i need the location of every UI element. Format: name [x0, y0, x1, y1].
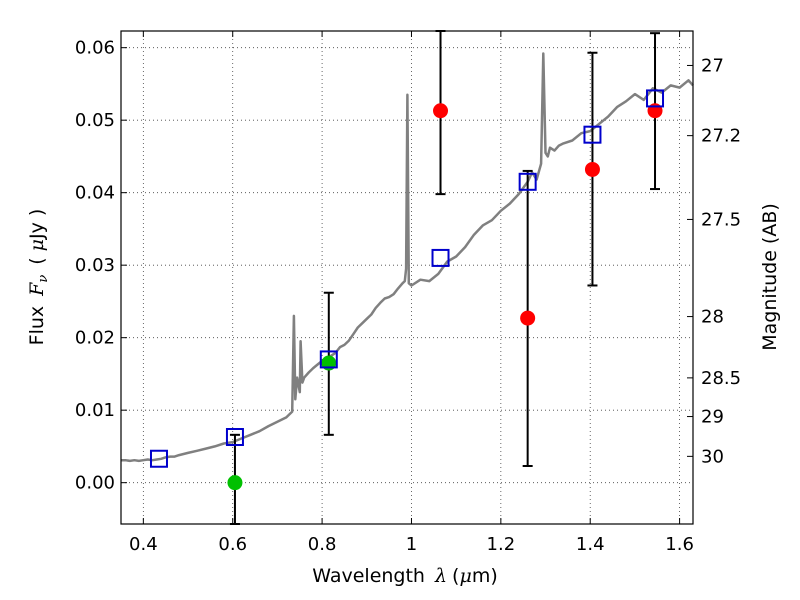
x-tick-label: 1.6 — [665, 534, 694, 555]
magnitude-tick-label: 28 — [701, 307, 724, 328]
model-point — [583, 125, 602, 144]
magnitude-tick-label: 27.2 — [701, 126, 741, 147]
magnitude-axis: 27 27.2 27.5 28 28.5 29 30 — [687, 55, 741, 467]
upper-limit-point — [227, 475, 243, 491]
detection-point — [520, 310, 536, 326]
marker-layer — [149, 89, 665, 491]
magnitude-tick-label: 27.5 — [701, 209, 741, 230]
spectrum-layer — [121, 52, 694, 463]
model-point — [319, 350, 338, 369]
y-axis: 0.00 0.01 0.02 0.03 0.04 0.05 0.06 — [75, 38, 127, 494]
model-point — [149, 449, 168, 468]
model-point — [431, 248, 450, 267]
model-point — [225, 428, 244, 446]
y-tick-label: 0.04 — [75, 183, 115, 204]
grid — [121, 31, 693, 524]
y-tick-label: 0.06 — [75, 38, 115, 59]
x-axis-title-text: Wavelength — [312, 565, 425, 587]
x-tick-label: 1 — [406, 534, 417, 555]
y-tick-label: 0.00 — [75, 473, 115, 494]
x-tick-label: 0.8 — [308, 534, 337, 555]
x-tick-label: 1.4 — [576, 534, 605, 555]
magnitude-tick-label: 28.5 — [701, 368, 741, 389]
y-tick-label: 0.02 — [75, 328, 115, 349]
x-tick-label: 1.2 — [487, 534, 516, 555]
y-tick-label: 0.01 — [75, 400, 115, 421]
magnitude-axis-title: Magnitude (AB) — [759, 203, 781, 351]
model-point — [518, 172, 537, 191]
magnitude-tick-label: 29 — [701, 407, 724, 428]
plot-frame — [120, 30, 694, 525]
x-axis-title: Wavelength λ (μm) — [312, 565, 497, 587]
x-axis-symbol: λ — [434, 565, 447, 587]
y-axis-symbol-sub: ν — [36, 275, 51, 283]
y-tick-label: 0.05 — [75, 110, 115, 131]
detection-point — [433, 103, 449, 119]
model-point — [646, 89, 665, 108]
y-axis-unit-mu: μ — [26, 239, 48, 251]
x-axis-unit-rest: m) — [472, 565, 498, 587]
x-axis: 0.4 0.6 0.8 1 1.2 1.4 1.6 — [129, 31, 694, 555]
y-tick-label: 0.03 — [75, 255, 115, 276]
magnitude-tick-label: 30 — [701, 446, 724, 467]
y-axis-title: Flux Fν ( μJy ) — [26, 209, 51, 346]
x-axis-unit-open: ( — [452, 565, 459, 587]
x-tick-label: 0.4 — [129, 534, 158, 555]
y-axis-unit-rest: Jy ) — [26, 209, 48, 240]
detection-point — [584, 161, 600, 177]
x-axis-unit-mu: μ — [459, 565, 471, 587]
y-axis-title-text: Flux — [26, 306, 48, 346]
x-tick-label: 0.6 — [218, 534, 247, 555]
spectrum-line — [121, 52, 694, 463]
y-axis-unit-open: ( — [26, 257, 48, 264]
magnitude-tick-label: 27 — [701, 55, 724, 76]
y-axis-symbol: F — [26, 282, 48, 297]
